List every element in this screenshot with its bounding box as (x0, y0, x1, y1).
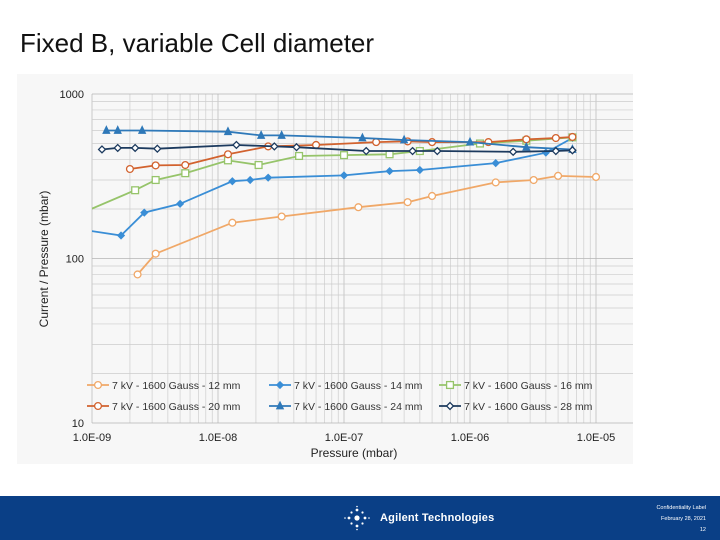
x-tick-label: 1.0E-08 (199, 432, 238, 444)
x-tick-label: 1.0E-07 (325, 432, 364, 444)
series-6-point (97, 145, 107, 154)
legend-marker-6 (445, 401, 455, 411)
series-4-point (125, 164, 134, 174)
series-6-point (508, 147, 518, 157)
series-2-point (140, 208, 149, 217)
series-5-point (277, 130, 286, 139)
series-4-point (372, 138, 381, 147)
series-1-point (403, 198, 412, 207)
footer-date: February 28, 2021 (661, 516, 706, 522)
series-6-point (232, 140, 241, 150)
series-5-point (102, 125, 111, 134)
series-5-point (256, 130, 266, 139)
footer-bar: Agilent Technologies Confidentiality Lab… (0, 496, 720, 540)
legend-marker-1 (93, 380, 103, 390)
series-2-point (415, 165, 424, 175)
chart: 10 100 1000 1.0E-09 1.0E-08 1.0E-07 1.0E-06 1.0… (37, 89, 633, 460)
series-1-point (554, 171, 563, 180)
series-4-point (428, 138, 437, 147)
series-5-point (399, 134, 409, 144)
series-5-point (522, 141, 531, 151)
series-2-point (385, 166, 394, 176)
series-5-point (137, 125, 147, 134)
series-6-point (361, 146, 371, 156)
series-6-point (568, 145, 577, 155)
legend-label-5: 7 kV - 1600 Gauss - 24 mm (294, 401, 423, 413)
series-5-point (223, 126, 233, 136)
series-4-point (522, 135, 531, 144)
series-3-point (385, 150, 394, 159)
series-1-point (591, 172, 601, 182)
series-4-point (568, 132, 577, 142)
page-number: 12 (699, 527, 706, 533)
y-tick-label: 1000 (60, 89, 84, 101)
series-5-point (358, 132, 367, 142)
series-3-point (151, 175, 160, 185)
chart-panel: 10 100 1000 1.0E-09 1.0E-08 1.0E-07 1.0E-06 1.0… (17, 74, 633, 464)
legend-label-4: 7 kV - 1600 Gauss - 20 mm (112, 401, 241, 413)
series-3-point (254, 160, 263, 170)
x-axis-title: Pressure (mbar) (311, 446, 398, 460)
series-1-point (151, 249, 160, 258)
series-1-point (428, 191, 437, 201)
series-1-point (354, 203, 363, 212)
series-line-6 (101, 144, 573, 153)
x-tick-label: 1.0E-06 (451, 432, 490, 444)
series-1-point (133, 270, 142, 279)
slide-title: Fixed B, variable Cell diameter (20, 28, 375, 58)
series-1-point (277, 212, 286, 221)
series-6-point (113, 143, 123, 153)
x-tick-label: 1.0E-09 (73, 432, 112, 444)
y-axis-title: Current / Pressure (mbar) (37, 191, 51, 328)
series-2-point (228, 177, 237, 186)
series-line-3 (92, 136, 573, 210)
series-3-point (131, 186, 140, 195)
series-line-1 (136, 174, 597, 275)
series-2-point (264, 173, 273, 182)
agilent-spark-logo-icon (344, 505, 370, 531)
series-4-point (181, 160, 190, 170)
series-line-5 (106, 129, 573, 151)
legend-label-3: 7 kV - 1600 Gauss - 16 mm (464, 380, 593, 392)
series-4-point (151, 161, 160, 170)
legend-marker-3 (445, 380, 455, 390)
legend-label-6: 7 kV - 1600 Gauss - 28 mm (464, 401, 593, 413)
x-tick-label: 1.0E-05 (577, 432, 616, 444)
y-tick-label: 100 (66, 254, 84, 266)
series-6-point (551, 146, 561, 156)
series-3-point (181, 169, 190, 178)
y-tick-label: 10 (72, 418, 84, 430)
series-6-point (270, 142, 279, 151)
series-2-point (246, 175, 255, 185)
series-1-point (529, 175, 538, 185)
legend-marker-5 (275, 400, 285, 410)
series-6-point (292, 142, 301, 152)
legend-marker-2 (275, 380, 285, 390)
series-6-point (432, 146, 442, 156)
confidentiality-label: Confidentiality Label (656, 505, 706, 511)
series-5-point (113, 125, 122, 134)
series-3-point (339, 151, 349, 160)
series-2-point (175, 199, 185, 208)
series-2-point (491, 159, 500, 168)
series-5-point (465, 136, 475, 146)
brand-name: Agilent Technologies (380, 512, 495, 524)
series-1-point (228, 218, 237, 227)
series-2-point (116, 231, 126, 240)
series-3-point (295, 151, 304, 161)
legend-marker-4 (93, 401, 103, 411)
series-6-point (153, 144, 162, 154)
series-6-point (130, 143, 140, 153)
series-1-point (491, 178, 500, 187)
legend-label-2: 7 kV - 1600 Gauss - 14 mm (294, 380, 423, 392)
series-4-point (551, 133, 560, 143)
series-4-point (223, 150, 233, 159)
legend-label-1: 7 kV - 1600 Gauss - 12 mm (112, 380, 241, 392)
series-6-point (408, 146, 417, 156)
series-2-point (339, 171, 349, 180)
